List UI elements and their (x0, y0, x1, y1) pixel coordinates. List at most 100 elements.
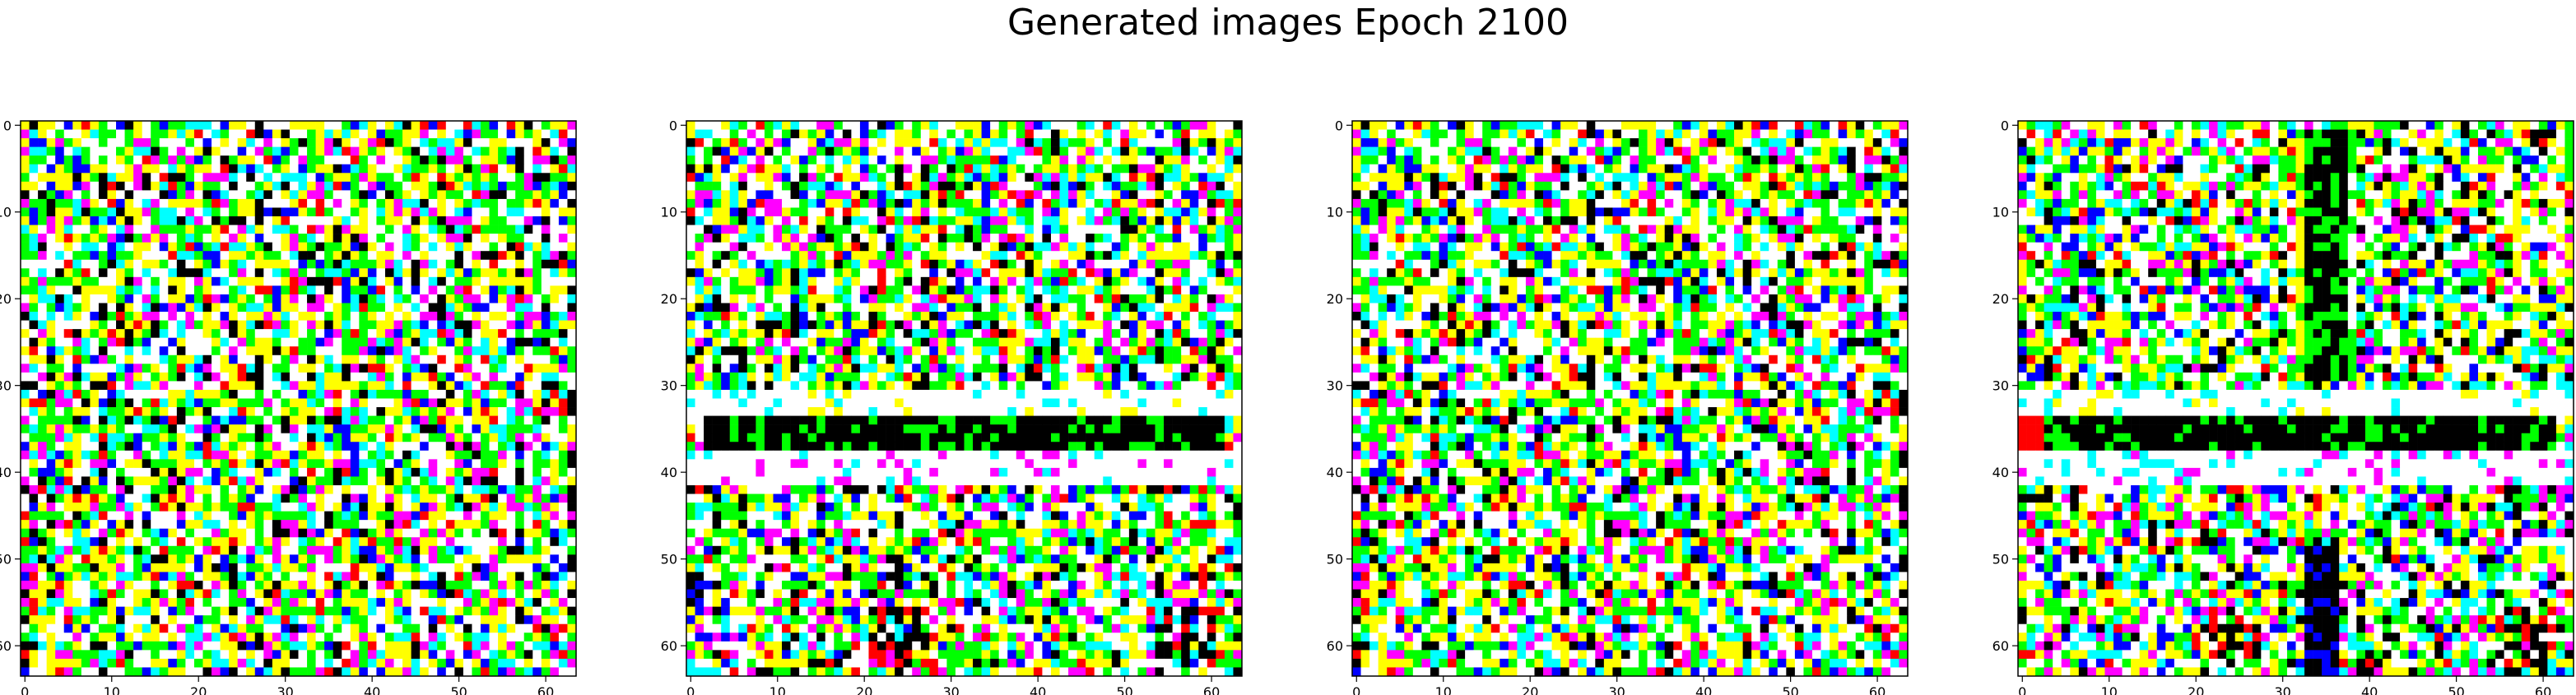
pixel-cell (176, 364, 186, 373)
pixel-cell (72, 207, 82, 217)
pixel-cell (359, 381, 369, 391)
pixel-cell (220, 234, 230, 243)
pixel-cell (81, 528, 91, 538)
pixel-cell (1233, 216, 1243, 225)
pixel-cell (29, 589, 39, 599)
pixel-cell (558, 329, 568, 338)
pixel-cell (558, 354, 568, 364)
pixel-cell (541, 528, 551, 538)
pixel-cell (315, 467, 325, 477)
pixel-cell (1050, 207, 1060, 217)
pixel-cell (463, 276, 472, 286)
pixel-cell (1007, 190, 1017, 200)
pixel-cell (1007, 129, 1017, 139)
pixel-cell (376, 181, 386, 191)
pixel-cell (445, 181, 455, 191)
pixel-cell (886, 198, 895, 208)
pixel-cell (532, 303, 542, 313)
pixel-cell (756, 198, 765, 208)
pixel-cell (124, 424, 134, 433)
pixel-cell (532, 346, 542, 356)
pixel-cell (523, 242, 533, 252)
pixel-cell (411, 459, 421, 469)
pixel-cell (29, 181, 39, 191)
pixel-cell (367, 181, 377, 191)
pixel-cell (98, 216, 108, 225)
pixel-cell (202, 424, 212, 433)
pixel-cell (142, 528, 151, 538)
pixel-cell (298, 312, 308, 321)
pixel-cell (912, 155, 922, 165)
pixel-cell (246, 554, 256, 564)
pixel-cell (1189, 173, 1199, 183)
pixel-cell (263, 545, 273, 555)
pixel-cell (342, 424, 351, 433)
pixel-cell (937, 181, 947, 191)
pixel-cell (350, 503, 360, 512)
pixel-cell (1155, 155, 1165, 165)
pixel-cell (350, 198, 360, 208)
pixel-cell (523, 615, 533, 625)
pixel-cell (263, 632, 273, 642)
pixel-cell (151, 285, 160, 295)
pixel-cell (246, 407, 256, 416)
pixel-cell (212, 658, 221, 668)
pixel-cell (1172, 173, 1182, 183)
pixel-cell (912, 225, 922, 234)
pixel-cell (393, 476, 403, 486)
pixel-cell (376, 572, 386, 581)
pixel-cell (1068, 216, 1077, 225)
pixel-cell (1172, 138, 1182, 147)
pixel-cell (877, 207, 886, 217)
pixel-cell (38, 528, 47, 538)
pixel-cell (428, 433, 438, 442)
pixel-cell (428, 259, 438, 269)
pixel-cell (116, 658, 125, 668)
pixel-cell (532, 259, 542, 269)
pixel-cell (558, 303, 568, 313)
pixel-cell (298, 138, 308, 147)
pixel-cell (229, 372, 238, 382)
pixel-cell (1007, 155, 1017, 165)
pixel-cell (281, 450, 291, 460)
pixel-cell (116, 554, 125, 564)
pixel-cell (220, 580, 230, 590)
pixel-cell (38, 467, 47, 477)
pixel-cell (63, 276, 73, 286)
pixel-cell (220, 467, 230, 477)
pixel-cell (193, 572, 203, 581)
pixel-cell (81, 554, 91, 564)
pixel-cell (90, 294, 100, 303)
pixel-cell (998, 216, 1008, 225)
pixel-cell (159, 589, 169, 599)
pixel-cell (21, 511, 30, 521)
pixel-cell (90, 580, 100, 590)
pixel-cell (1128, 190, 1138, 200)
pixel-cell (506, 173, 516, 183)
pixel-cell (859, 190, 869, 200)
pixel-cell (307, 138, 316, 147)
pixel-cell (151, 632, 160, 642)
pixel-cell (133, 372, 142, 382)
pixel-cell (411, 511, 421, 521)
pixel-cell (116, 407, 125, 416)
pixel-cell (21, 580, 30, 590)
pixel-cell (124, 354, 134, 364)
pixel-cell (859, 155, 869, 165)
pixel-cell (193, 155, 203, 165)
pixel-cell (246, 572, 256, 581)
pixel-cell (1120, 207, 1130, 217)
pixel-cell (298, 242, 308, 252)
pixel-cell (825, 216, 835, 225)
pixel-cell (1111, 190, 1121, 200)
pixel-cell (142, 520, 151, 530)
pixel-cell (498, 164, 507, 174)
pixel-cell (376, 615, 386, 625)
pixel-cell (350, 572, 360, 581)
pixel-cell (212, 493, 221, 503)
pixel-cell (342, 598, 351, 607)
pixel-cell (315, 216, 325, 225)
pixel-cell (411, 181, 421, 191)
pixel-cell (46, 312, 56, 321)
pixel-cell (1068, 138, 1077, 147)
